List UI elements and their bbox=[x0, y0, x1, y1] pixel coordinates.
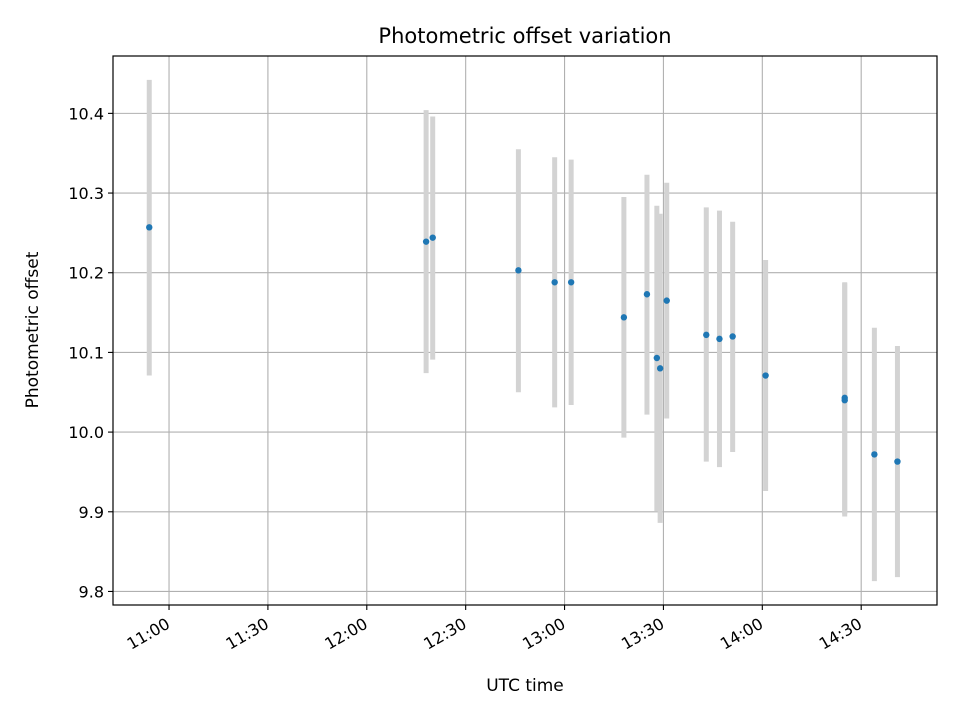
x-axis-label: UTC time bbox=[486, 676, 564, 696]
data-point bbox=[729, 333, 736, 340]
x-tick-label: 12:30 bbox=[420, 614, 469, 654]
x-tick-label: 11:30 bbox=[222, 614, 271, 654]
plot-frame bbox=[112, 55, 938, 606]
data-point bbox=[422, 238, 430, 245]
x-tick-label: 14:00 bbox=[717, 614, 766, 654]
y-tick-label: 10.3 bbox=[68, 184, 104, 203]
y-tick-label: 9.9 bbox=[79, 503, 104, 522]
x-axis-ticks: 11:00 11:30 12:00 12:30 13:00 13:30 14:00 14:30 bbox=[124, 605, 865, 654]
x-tick-label: 14:30 bbox=[816, 614, 865, 654]
y-tick-label: 9.8 bbox=[79, 582, 104, 601]
data-point bbox=[551, 279, 558, 286]
y-axis-label: Photometric offset bbox=[23, 251, 43, 408]
x-tick-label: 13:30 bbox=[618, 614, 667, 654]
x-tick-label: 12:00 bbox=[321, 614, 370, 654]
data-point bbox=[762, 372, 769, 379]
chart-title: Photometric offset variation bbox=[378, 24, 671, 48]
data-point bbox=[894, 458, 901, 465]
y-tick-label: 10.1 bbox=[68, 343, 104, 362]
data-point bbox=[656, 365, 664, 372]
data-point bbox=[663, 297, 670, 304]
error-bars bbox=[146, 79, 900, 582]
data-point bbox=[703, 331, 710, 339]
data-points bbox=[146, 224, 901, 465]
data-point bbox=[716, 335, 723, 343]
data-point bbox=[620, 314, 628, 321]
data-point bbox=[429, 234, 436, 241]
data-point bbox=[515, 267, 522, 274]
data-point bbox=[841, 394, 848, 402]
data-point bbox=[643, 291, 651, 298]
x-tick-label: 11:00 bbox=[124, 614, 173, 654]
x-tick-label: 13:00 bbox=[519, 614, 568, 654]
y-tick-label: 10.0 bbox=[68, 423, 104, 442]
data-point bbox=[146, 224, 153, 231]
y-axis-ticks: 9.8 9.9 10.0 10.1 10.2 10.3 10.4 bbox=[68, 104, 113, 601]
data-point bbox=[871, 451, 878, 458]
y-tick-label: 10.2 bbox=[68, 264, 104, 283]
grid bbox=[113, 56, 937, 605]
data-point bbox=[567, 279, 575, 286]
y-tick-label: 10.4 bbox=[68, 104, 104, 123]
data-point bbox=[653, 354, 661, 362]
